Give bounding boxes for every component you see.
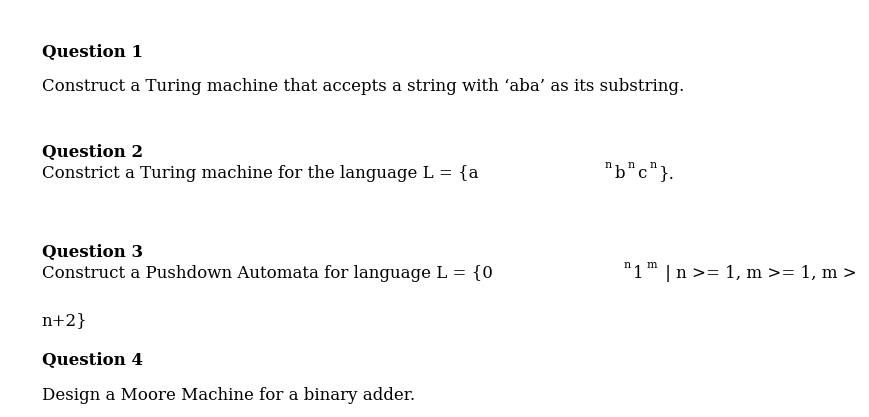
- Text: Question 4: Question 4: [42, 352, 143, 369]
- Text: Constrict a Turing machine for the language L = {a: Constrict a Turing machine for the langu…: [42, 165, 478, 182]
- Text: n: n: [649, 160, 657, 170]
- Text: Question 1: Question 1: [42, 44, 143, 61]
- Text: n: n: [623, 260, 631, 270]
- Text: Construct a Pushdown Automata for language L = {0: Construct a Pushdown Automata for langua…: [42, 265, 493, 282]
- Text: Design a Moore Machine for a binary adder.: Design a Moore Machine for a binary adde…: [42, 387, 415, 404]
- Text: b: b: [614, 165, 625, 182]
- Text: n: n: [628, 160, 635, 170]
- Text: 1: 1: [633, 265, 643, 282]
- Text: m: m: [647, 260, 657, 270]
- Text: Question 2: Question 2: [42, 144, 143, 161]
- Text: | n >= 1, m >= 1, m >: | n >= 1, m >= 1, m >: [660, 265, 857, 282]
- Text: Construct a Turing machine that accepts a string with ‘aba’ as its substring.: Construct a Turing machine that accepts …: [42, 78, 684, 95]
- Text: n+2}: n+2}: [42, 312, 88, 329]
- Text: n: n: [605, 160, 612, 170]
- Text: c: c: [637, 165, 647, 182]
- Text: Question 3: Question 3: [42, 244, 143, 261]
- Text: }.: }.: [659, 165, 674, 182]
